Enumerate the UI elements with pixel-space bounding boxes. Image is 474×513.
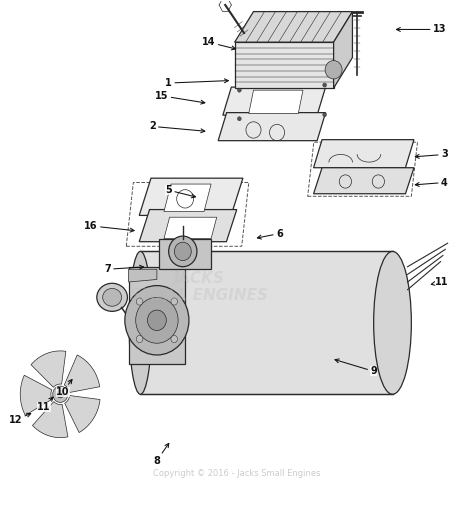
Polygon shape	[314, 168, 414, 194]
Circle shape	[174, 242, 191, 261]
Ellipse shape	[103, 288, 121, 306]
Circle shape	[325, 61, 342, 79]
Text: 8: 8	[154, 443, 169, 466]
Circle shape	[169, 236, 197, 267]
Ellipse shape	[374, 251, 411, 394]
Text: 4: 4	[415, 177, 448, 188]
Circle shape	[237, 116, 241, 121]
Circle shape	[323, 83, 327, 87]
Text: 10: 10	[56, 380, 72, 397]
Circle shape	[57, 391, 64, 398]
Polygon shape	[140, 251, 392, 394]
Circle shape	[171, 336, 178, 343]
Text: 3: 3	[415, 149, 448, 160]
Text: 5: 5	[165, 185, 195, 198]
Polygon shape	[65, 396, 100, 432]
Text: 7: 7	[104, 264, 144, 274]
Circle shape	[147, 310, 166, 330]
Polygon shape	[334, 12, 353, 88]
Text: 6: 6	[257, 228, 283, 239]
Text: 14: 14	[202, 37, 236, 50]
Circle shape	[136, 298, 178, 343]
Text: 15: 15	[155, 91, 205, 104]
Text: Copyright © 2016 - Jacks Small Engines: Copyright © 2016 - Jacks Small Engines	[153, 469, 321, 478]
Text: 9: 9	[335, 359, 377, 377]
Polygon shape	[31, 351, 66, 387]
Text: 16: 16	[84, 221, 134, 232]
Polygon shape	[164, 184, 211, 211]
Polygon shape	[235, 42, 334, 88]
Polygon shape	[164, 217, 217, 239]
Text: 12: 12	[9, 413, 31, 425]
Polygon shape	[159, 239, 211, 269]
Text: 11: 11	[37, 397, 53, 412]
Circle shape	[171, 298, 178, 305]
Polygon shape	[235, 12, 353, 42]
Ellipse shape	[129, 251, 152, 394]
Ellipse shape	[97, 283, 128, 311]
Polygon shape	[139, 209, 237, 242]
Polygon shape	[128, 269, 157, 282]
Polygon shape	[218, 113, 326, 141]
Polygon shape	[128, 267, 185, 364]
Circle shape	[237, 88, 241, 92]
Circle shape	[144, 304, 156, 317]
Circle shape	[136, 336, 143, 343]
Text: 2: 2	[149, 122, 205, 133]
Polygon shape	[139, 178, 243, 215]
Polygon shape	[32, 402, 68, 438]
Polygon shape	[64, 355, 100, 392]
Polygon shape	[20, 375, 52, 416]
Polygon shape	[223, 87, 326, 115]
Text: 1: 1	[165, 78, 228, 88]
Text: 13: 13	[396, 25, 447, 34]
Polygon shape	[249, 90, 303, 114]
Polygon shape	[314, 140, 414, 168]
Circle shape	[177, 190, 194, 208]
Text: JACKS
SMALL ENGINES: JACKS SMALL ENGINES	[130, 271, 268, 303]
Circle shape	[53, 386, 68, 402]
Circle shape	[136, 298, 143, 305]
Circle shape	[323, 113, 327, 116]
Circle shape	[125, 286, 189, 355]
Text: 11: 11	[431, 277, 449, 287]
